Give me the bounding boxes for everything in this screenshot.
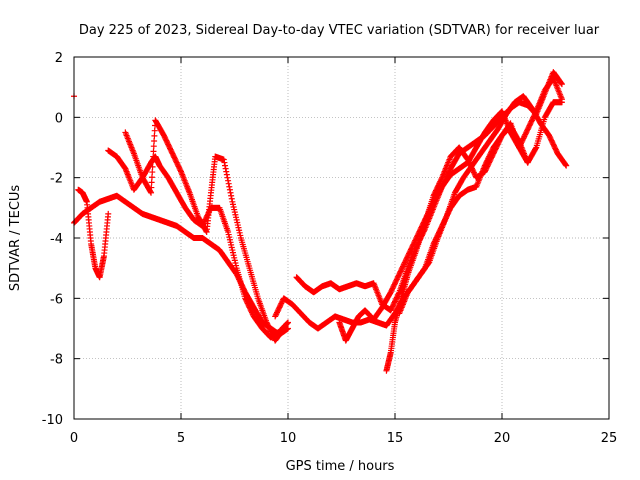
series-track-a <box>71 192 291 338</box>
data-point-marker <box>562 161 569 168</box>
series-track-b <box>75 186 112 281</box>
y-axis-title: SDTVAR / TECUs <box>8 185 23 292</box>
x-axis-title: GPS time / hours <box>286 459 395 474</box>
y-tick-label: -10 <box>42 413 63 428</box>
data-point-marker <box>223 168 230 175</box>
data-point-marker <box>150 153 157 160</box>
series-track-g <box>336 75 565 344</box>
chart-title: Day 225 of 2023, Sidereal Day-to-day VTE… <box>79 23 600 38</box>
data-point-marker <box>227 189 234 196</box>
grid-lines <box>74 57 609 419</box>
data-point-marker <box>226 186 233 193</box>
y-tick-label: -6 <box>50 292 63 307</box>
data-point-marker <box>150 143 157 150</box>
data-point-marker <box>149 163 156 170</box>
data-point-marker <box>558 99 565 106</box>
data-point-marker <box>151 132 158 139</box>
y-tick-label: -2 <box>50 172 63 187</box>
data-point-marker <box>228 195 235 202</box>
data-point-marker <box>225 177 232 184</box>
data-marks <box>71 69 570 374</box>
data-point-marker <box>532 109 539 116</box>
data-point-marker <box>524 158 531 165</box>
data-point-marker <box>224 174 231 181</box>
x-tick-label: 15 <box>387 431 404 446</box>
data-point-marker <box>221 159 228 166</box>
series-track-e <box>272 93 570 332</box>
data-point-marker <box>226 183 233 190</box>
data-point-marker <box>223 171 230 178</box>
x-tick-label: 20 <box>494 431 511 446</box>
series-track-f <box>293 69 565 314</box>
data-point-marker <box>228 192 235 199</box>
series-track-i <box>396 120 531 317</box>
axis-ticks: 0 5 10 15 20 25 -10 -8 -6 -4 -2 0 2 <box>42 51 618 446</box>
data-point-marker <box>532 145 539 152</box>
data-point-marker <box>147 188 154 195</box>
y-tick-label: 0 <box>55 111 63 126</box>
data-point-marker <box>563 162 570 169</box>
x-tick-label: 5 <box>177 431 185 446</box>
data-point-marker <box>149 158 156 165</box>
data-point-marker <box>225 180 232 187</box>
data-point-marker <box>222 165 229 172</box>
data-point-marker <box>148 184 155 191</box>
data-point-marker <box>558 81 565 88</box>
data-point-marker <box>558 80 565 87</box>
y-tick-label: 2 <box>55 51 63 66</box>
x-tick-label: 0 <box>70 431 78 446</box>
data-point-marker <box>285 319 291 326</box>
data-point-marker <box>280 326 287 333</box>
data-point-marker <box>105 210 112 217</box>
y-tick-label: -4 <box>50 232 63 247</box>
data-point-marker <box>149 169 156 176</box>
data-point-marker <box>284 320 291 327</box>
data-point-marker <box>524 159 531 166</box>
data-point-marker <box>148 179 155 186</box>
series-track-d <box>122 117 287 344</box>
data-point-marker <box>280 325 287 332</box>
x-tick-label: 10 <box>280 431 297 446</box>
x-tick-label: 25 <box>601 431 618 446</box>
y-tick-label: -8 <box>50 353 63 368</box>
data-point-marker <box>148 189 155 196</box>
data-point-marker <box>151 138 158 145</box>
data-point-marker <box>151 127 158 134</box>
data-point-marker <box>177 167 184 174</box>
data-point-marker <box>283 320 290 327</box>
data-point-marker <box>150 148 157 155</box>
data-point-marker <box>220 156 227 163</box>
data-point-marker <box>148 174 155 181</box>
data-point-marker <box>222 162 229 169</box>
data-point-marker <box>438 175 445 182</box>
